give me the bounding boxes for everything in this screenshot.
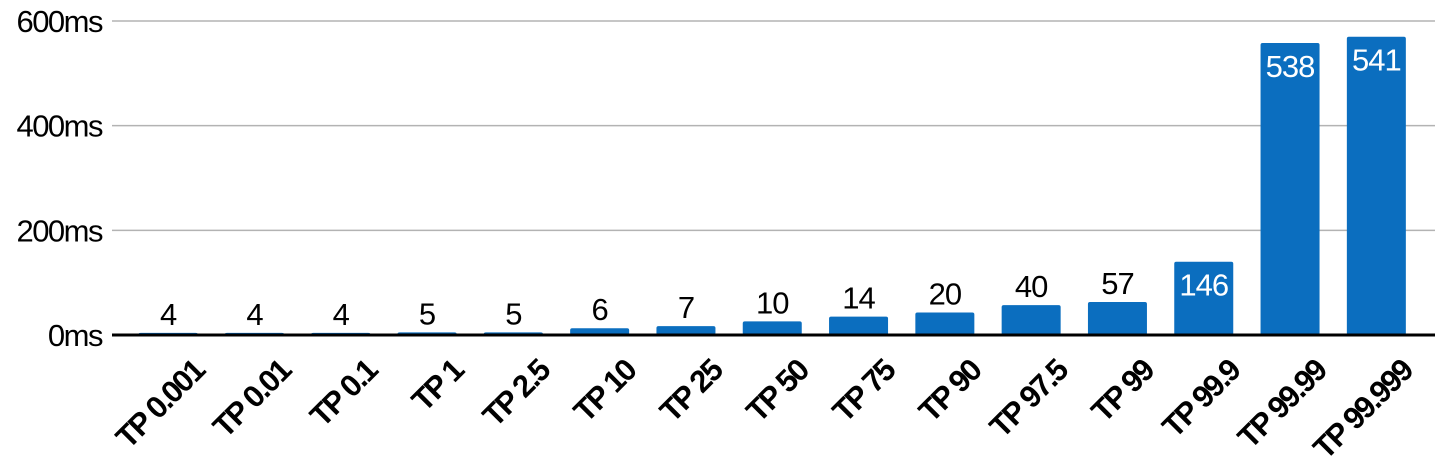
bar-value-label: 146 <box>1179 268 1228 303</box>
x-tick-label: TP 0.001 <box>109 352 212 455</box>
value-labels: 4 4 4 5 5 6 7 10 14 20 40 57 146 538 541 <box>160 43 1402 332</box>
x-tick-label: TP 50 <box>739 353 815 429</box>
bar-value-label: 7 <box>678 290 694 325</box>
bar-value-label: 20 <box>929 276 962 311</box>
bar-value-label: 57 <box>1101 266 1133 301</box>
bar <box>829 316 889 335</box>
x-tick-label: TP 25 <box>653 352 730 429</box>
bar-value-label: 5 <box>419 296 435 331</box>
bar-value-label: 4 <box>246 297 263 332</box>
y-tick-label: 400ms <box>16 109 103 144</box>
y-tick-label: 0ms <box>48 318 103 353</box>
bar-value-label: 10 <box>756 285 789 320</box>
bar-value-label: 4 <box>333 297 350 332</box>
bar-value-label: 14 <box>842 281 875 316</box>
x-tick-label: TP 99 <box>1084 352 1161 429</box>
y-tick-label: 200ms <box>16 213 103 248</box>
y-axis-ticks: 0ms 200ms 400ms 600ms <box>16 4 104 353</box>
bar <box>1174 261 1234 335</box>
bar-value-label: 4 <box>160 297 177 332</box>
x-tick-label: TP 2.5 <box>476 352 558 434</box>
x-tick-label: TP 0.1 <box>303 352 385 434</box>
x-tick-label: TP 10 <box>567 353 643 429</box>
x-tick-label: TP 75 <box>826 352 903 429</box>
x-tick-label: TP 0.01 <box>206 352 298 444</box>
bar <box>1260 42 1320 335</box>
bar <box>1346 36 1406 335</box>
y-tick-label: 600ms <box>16 4 103 39</box>
bars <box>138 36 1406 335</box>
bar-value-label: 538 <box>1266 49 1315 84</box>
bar-value-label: 40 <box>1015 269 1048 304</box>
x-tick-label: TP 1 <box>405 352 471 418</box>
bar <box>1087 302 1147 335</box>
bar <box>570 328 630 335</box>
bar <box>742 321 802 335</box>
x-tick-label: TP 97.5 <box>983 352 1075 444</box>
gridlines <box>112 20 1435 232</box>
bar-value-label: 6 <box>592 292 608 327</box>
x-tick-label: TP 90 <box>912 353 988 429</box>
bar-value-label: 5 <box>505 296 521 331</box>
bar-value-label: 541 <box>1352 43 1401 78</box>
bar <box>656 326 716 335</box>
bar <box>1001 305 1061 335</box>
bar <box>915 312 975 335</box>
